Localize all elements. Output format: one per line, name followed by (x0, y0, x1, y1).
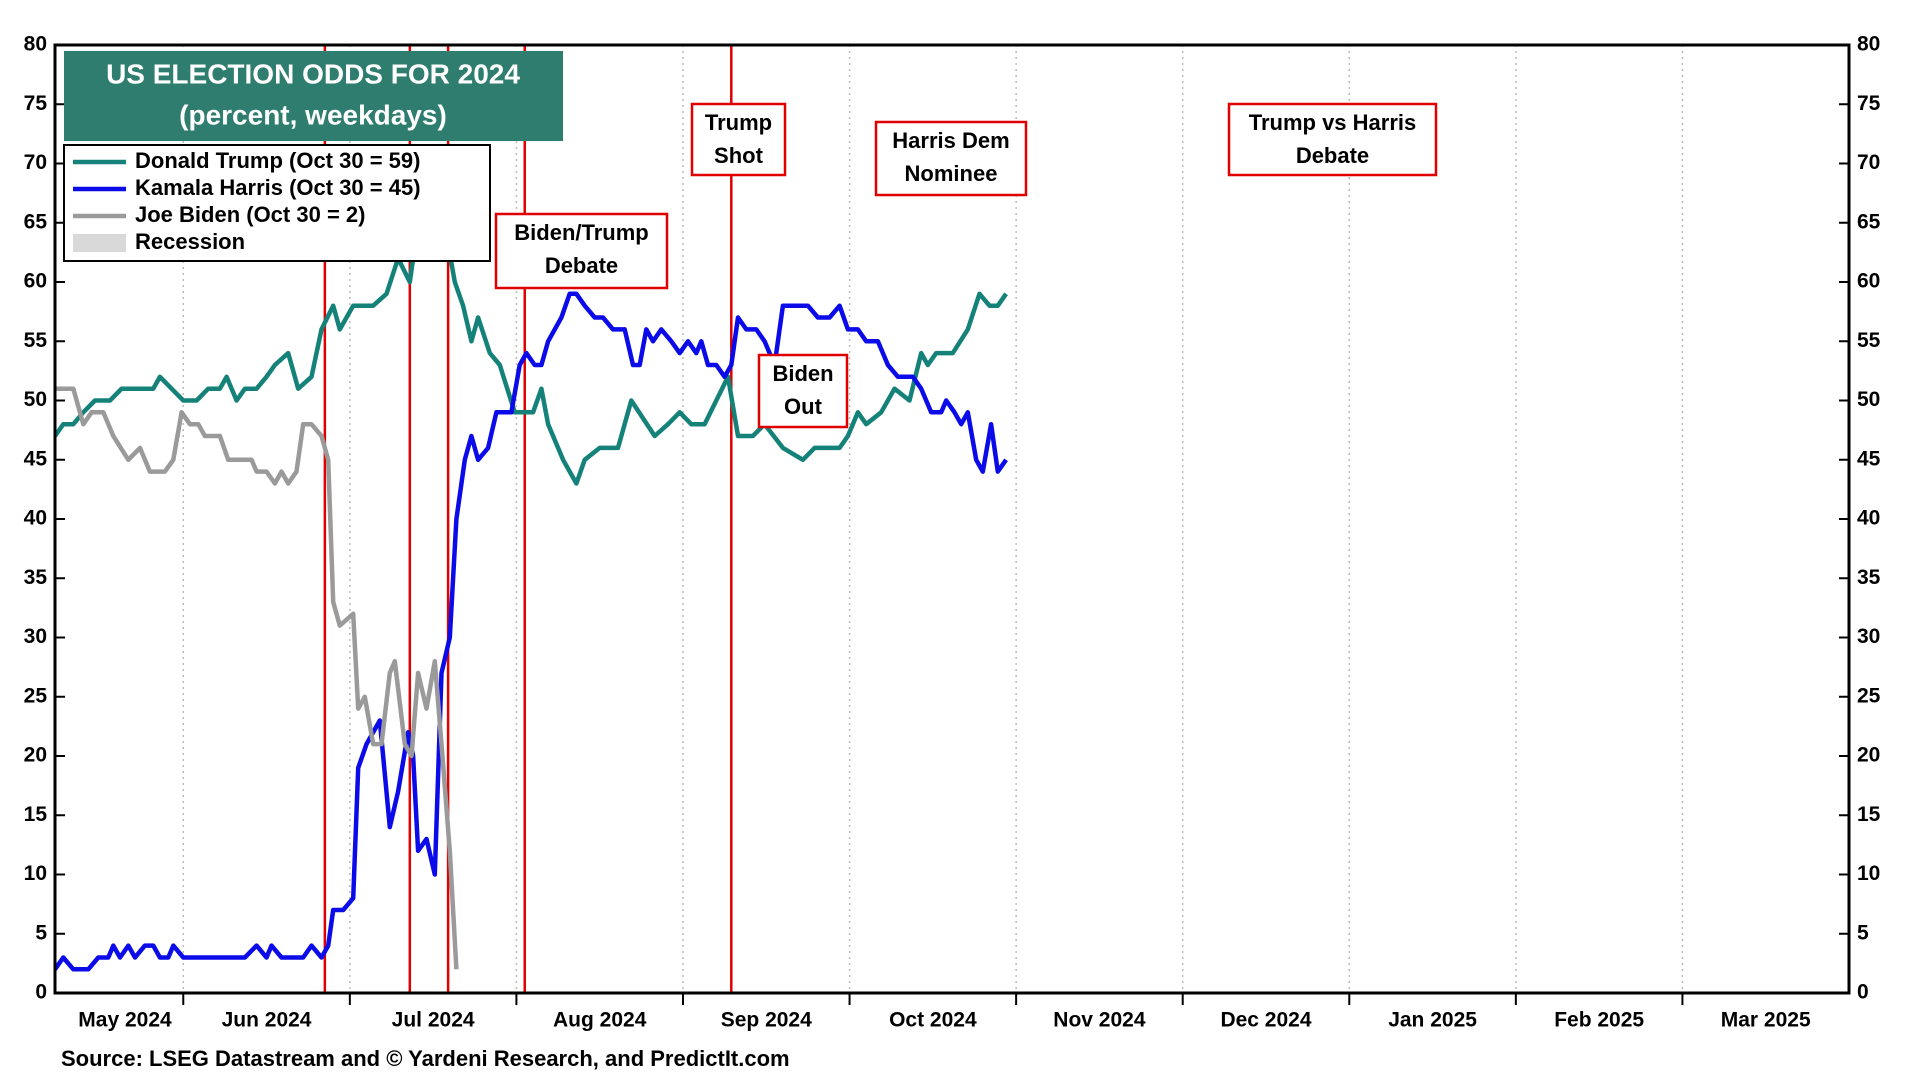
y-tick-label: 55 (24, 329, 48, 352)
x-tick-label: Jan 2025 (1388, 1009, 1477, 1032)
annotation-box (757, 353, 849, 429)
annotation-text: Trump vs Harris (1249, 110, 1417, 135)
legend-label: Kamala Harris (Oct 30 = 45) (135, 175, 421, 200)
y2-tick-label: 65 (1857, 210, 1881, 233)
legend-label: Joe Biden (Oct 30 = 2) (135, 202, 365, 227)
y2-tick-label: 60 (1857, 270, 1880, 293)
annotation-box (494, 212, 669, 290)
series-lines (53, 196, 1008, 972)
y-tick-label: 20 (24, 744, 47, 767)
y2-tick-label: 55 (1857, 329, 1881, 352)
series-line (53, 196, 1008, 486)
y2-tick-label: 25 (1857, 684, 1881, 707)
y-tick-label: 35 (24, 566, 48, 589)
x-tick-label: Jun 2024 (222, 1009, 312, 1032)
y2-tick-label: 30 (1857, 625, 1880, 648)
annotation-text: Biden (772, 361, 833, 386)
annotation-text: Debate (545, 253, 618, 278)
chart-title: (percent, weekdays) (179, 99, 447, 130)
annotation-text: Shot (714, 143, 764, 168)
y2-tick-label: 20 (1857, 744, 1880, 767)
y2-tick-label: 40 (1857, 507, 1880, 530)
source: Source: LSEG Datastream and © Yardeni Re… (61, 1046, 790, 1071)
y2-tick-label: 80 (1857, 33, 1880, 56)
annotation-text: Debate (1296, 143, 1369, 168)
series-line (55, 386, 459, 970)
legend-label: Recession (135, 229, 245, 254)
y-tick-label: 15 (24, 803, 48, 826)
y2-tick-label: 0 (1857, 981, 1869, 1004)
y-tick-label: 10 (24, 862, 47, 885)
y-tick-label: 70 (24, 151, 47, 174)
title-box (64, 51, 563, 141)
chart-title: US ELECTION ODDS FOR 2024 (106, 58, 520, 89)
x-tick-label: Mar 2025 (1721, 1009, 1811, 1032)
y2-tick-label: 35 (1857, 566, 1881, 589)
grid (182, 45, 1684, 993)
x-tick-label: Oct 2024 (889, 1009, 977, 1032)
y-tick-label: 30 (24, 625, 47, 648)
y2-tick-label: 50 (1857, 388, 1880, 411)
y2-tick-label: 45 (1857, 447, 1881, 470)
annotation-text: Harris Dem (892, 128, 1009, 153)
annotation-text: Out (784, 394, 823, 419)
x-tick-label: Nov 2024 (1053, 1009, 1146, 1032)
overlay: US ELECTION ODDS FOR 2024 (percent, weekd… (63, 51, 1438, 429)
y-tick-label: 60 (24, 270, 47, 293)
y-tick-label: 65 (24, 210, 48, 233)
legend-box (63, 144, 491, 262)
annotation-box (690, 102, 787, 177)
annotation-text: Trump (705, 110, 772, 135)
annotation-text: Nominee (905, 161, 998, 186)
y-tick-label: 75 (24, 92, 48, 115)
y2-tick-label: 15 (1857, 803, 1881, 826)
y2-tick-label: 5 (1857, 921, 1869, 944)
y2-tick-label: 75 (1857, 92, 1881, 115)
x-tick-label: Dec 2024 (1220, 1009, 1311, 1032)
y-tick-label: 80 (24, 33, 47, 56)
x-tick-label: Aug 2024 (553, 1009, 647, 1032)
y-tick-label: 5 (35, 921, 47, 944)
x-tick-label: Feb 2025 (1554, 1009, 1644, 1032)
y-tick-label: 45 (24, 447, 48, 470)
y2-tick-label: 10 (1857, 862, 1880, 885)
annotation-text: Biden/Trump (514, 220, 648, 245)
annotation-box (874, 120, 1028, 197)
x-tick-label: May 2024 (78, 1009, 172, 1032)
legend-swatch (73, 234, 126, 252)
series-line (53, 291, 1008, 972)
y-tick-label: 25 (24, 684, 48, 707)
y-tick-label: 40 (24, 507, 47, 530)
y-tick-label: 0 (35, 981, 47, 1004)
x-tick-label: Jul 2024 (392, 1009, 475, 1032)
x-tick-label: Sep 2024 (721, 1009, 812, 1032)
legend-label: Donald Trump (Oct 30 = 59) (135, 148, 420, 173)
annotation-box (1227, 102, 1438, 177)
y-tick-label: 50 (24, 388, 47, 411)
y2-tick-label: 70 (1857, 151, 1880, 174)
